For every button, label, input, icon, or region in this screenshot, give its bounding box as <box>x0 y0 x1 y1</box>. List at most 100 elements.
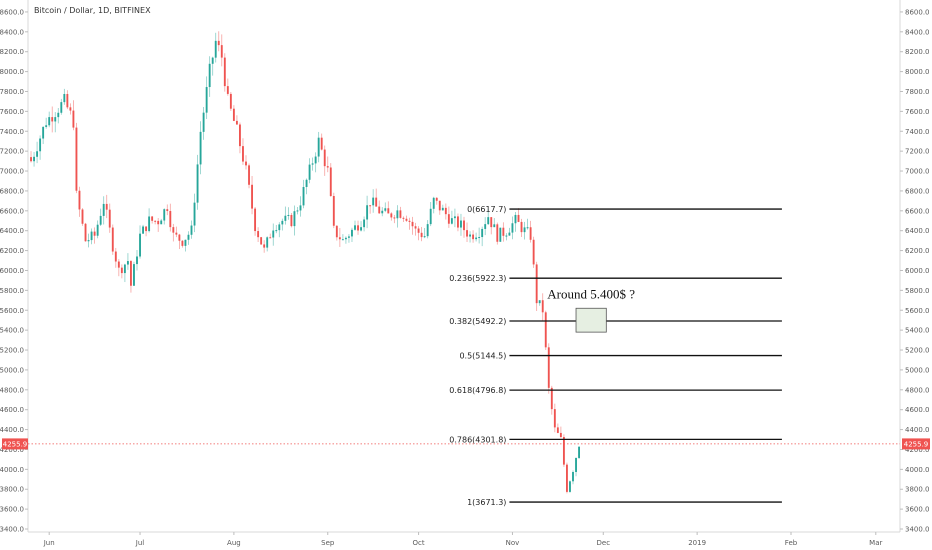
left-tick-label: 8200.0 <box>0 48 24 56</box>
candle-body <box>299 205 302 211</box>
candle-body <box>466 230 468 237</box>
candle-body <box>478 237 481 239</box>
candle-body <box>526 227 529 229</box>
candle-body <box>341 239 344 241</box>
candle-body <box>266 237 269 248</box>
right-tick-label: 6200.0 <box>905 247 930 255</box>
candle-body <box>214 40 217 58</box>
candle-body <box>57 112 60 118</box>
candle-body <box>145 226 148 232</box>
candle-body <box>290 214 293 227</box>
candle-body <box>366 205 369 220</box>
candle-body <box>332 196 335 226</box>
candle-body <box>447 214 450 224</box>
candle-body <box>78 190 81 210</box>
left-tick-label: 8000.0 <box>0 68 24 76</box>
left-tick-label: 6200.0 <box>0 247 24 255</box>
candle-body <box>302 186 305 206</box>
candle-body <box>223 57 226 87</box>
candle-body <box>360 227 362 231</box>
candle-body <box>544 312 547 348</box>
candle-body <box>75 127 78 191</box>
candle-body <box>417 228 420 233</box>
candle-body <box>460 220 462 228</box>
candle-body <box>229 93 232 109</box>
candle-body <box>63 93 66 103</box>
candle-body <box>163 209 166 221</box>
time-tick-label: Sep <box>321 539 335 547</box>
candle-body <box>272 230 275 238</box>
time-tick-label: Mar <box>869 539 882 547</box>
candle-body <box>314 156 317 164</box>
left-tick-label: 5400.0 <box>0 327 24 335</box>
candle-body <box>411 221 414 227</box>
candle-body <box>199 131 202 165</box>
candle-body <box>414 226 417 229</box>
candle-body <box>402 217 405 219</box>
candle-body <box>187 234 190 240</box>
candle-body <box>351 229 353 237</box>
right-tick-label: 7000.0 <box>905 168 930 176</box>
candle-body <box>202 112 205 132</box>
left-tick-label: 7000.0 <box>0 168 24 176</box>
candle-body <box>569 481 571 492</box>
candle-body <box>93 231 96 236</box>
candle-body <box>220 45 223 58</box>
candle-body <box>123 264 126 274</box>
candle-body <box>33 156 35 162</box>
candle-body <box>493 224 496 228</box>
candle-body <box>566 464 568 492</box>
left-tick-label: 3800.0 <box>0 486 24 494</box>
right-tick-label: 3400.0 <box>905 526 930 534</box>
candle-body <box>120 267 123 274</box>
left-tick-label: 8400.0 <box>0 28 24 36</box>
candle-body <box>114 251 117 262</box>
candle-body <box>108 209 111 228</box>
candle-body <box>369 205 372 207</box>
candle-body <box>66 93 69 108</box>
candle-body <box>211 57 214 64</box>
target-zone-box <box>575 307 607 333</box>
candle-body <box>30 157 32 162</box>
candle-body <box>81 209 84 224</box>
candle-body <box>296 210 299 212</box>
time-tick-label: Dec <box>597 539 611 547</box>
fibonacci-retracement: 0(6617.7) 0.236(5922.3) 0.382(5492.2) 0.5(5… <box>449 205 782 507</box>
candle-body <box>90 231 93 241</box>
right-tick-label: 5400.0 <box>905 327 930 335</box>
candle-body <box>87 240 90 242</box>
current-price-layer: 4255.9 4255.9 <box>2 438 930 450</box>
candle-body <box>357 225 359 231</box>
candle-body <box>487 217 490 225</box>
candle-body <box>541 300 544 313</box>
candle-body <box>42 126 45 139</box>
candle-body <box>559 432 562 438</box>
candle-body <box>338 237 341 240</box>
left-tick-label: 5800.0 <box>0 287 24 295</box>
left-tick-label: 8600.0 <box>0 8 24 16</box>
candle-body <box>390 213 393 218</box>
chart-title: Bitcoin / Dollar, 1D, BITFINEX <box>34 6 151 15</box>
time-tick-label: Feb <box>785 539 798 547</box>
candle-body <box>323 149 326 167</box>
candle-body <box>284 215 287 221</box>
candle-body <box>393 217 396 219</box>
candle-body <box>308 164 311 180</box>
candle-body <box>293 211 296 227</box>
candle-body <box>408 220 411 222</box>
fib-level-label: 0.236(5922.3) <box>449 274 506 283</box>
left-tick-label: 6600.0 <box>0 207 24 215</box>
fib-level-label: 0.382(5492.2) <box>449 317 506 326</box>
candle-body <box>205 87 208 113</box>
right-tick-label: 7600.0 <box>905 108 930 116</box>
candle-body <box>387 208 390 214</box>
left-tick-label: 6400.0 <box>0 227 24 235</box>
candle-body <box>142 226 144 234</box>
candle-body <box>553 409 556 428</box>
candle-body <box>575 457 577 472</box>
candle-body <box>102 203 105 216</box>
candle-body <box>523 227 526 233</box>
time-tick-label: Nov <box>506 539 520 547</box>
candle-body <box>160 220 163 225</box>
candle-body <box>363 219 366 228</box>
